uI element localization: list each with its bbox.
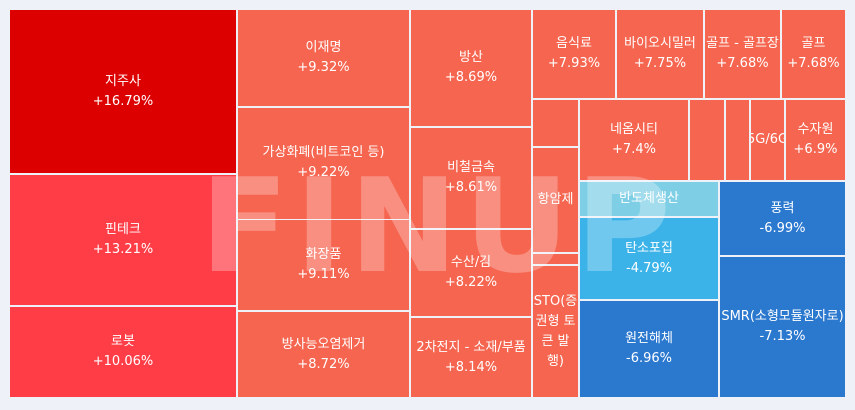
treemap-tile[interactable]: 비철금속 +8.61%: [411, 128, 531, 228]
tile-name: 로봇: [111, 334, 135, 349]
tile-value: +13.21%: [92, 242, 154, 257]
tile-value: -6.99%: [759, 220, 806, 236]
tile-name: 골프 - 골프장: [706, 36, 779, 51]
tile-name: 원전해체: [625, 331, 673, 346]
treemap-tile[interactable]: 지주사 +16.79%: [10, 10, 236, 173]
tile-name: 2차전지 - 소재/부품: [416, 339, 526, 355]
tile-value: +8.14%: [444, 359, 498, 375]
tile-value: +16.79%: [92, 93, 154, 109]
tile-value: +7.68%: [787, 56, 840, 71]
tile-name: 탄소포집: [625, 240, 673, 256]
tile-name: 수자원: [797, 122, 834, 137]
tile-name: 핀테크: [105, 222, 141, 237]
tile-name: 풍력: [770, 200, 795, 216]
treemap-tile[interactable]: 원전해체 -6.96%: [580, 301, 718, 397]
tile-name: 항암제: [537, 192, 574, 207]
tile-value: +8.69%: [444, 70, 498, 85]
tile-value: +7.68%: [716, 56, 769, 71]
tile-value: +8.22%: [444, 275, 498, 290]
treemap-tile[interactable]: STO(증권형 토큰 발행): [533, 266, 578, 397]
tile-value: +9.22%: [297, 165, 350, 180]
treemap-tile[interactable]: 방산 +8.69%: [411, 10, 531, 126]
tile-name: 네옴시티: [610, 122, 658, 137]
tile-name: 방사능오염제거: [281, 336, 366, 352]
treemap-tile[interactable]: 골프 +7.68%: [782, 10, 845, 98]
tile-name: 바이오시밀러: [624, 36, 696, 51]
treemap-tile[interactable]: 로봇 +10.06%: [10, 307, 236, 397]
tile-name: 5G/6G: [751, 132, 784, 147]
treemap-tile-filler: [726, 100, 749, 180]
tile-value: +7.4%: [612, 142, 656, 157]
treemap-tile[interactable]: 2차전지 - 소재/부품 +8.14%: [411, 318, 531, 397]
tile-value: +6.9%: [793, 142, 838, 157]
tile-value: +9.11%: [297, 267, 350, 282]
tile-name: 지주사: [105, 73, 141, 89]
treemap-tile[interactable]: 네옴시티 +7.4%: [580, 100, 688, 180]
treemap-tile[interactable]: 골프 - 골프장 +7.68%: [705, 10, 780, 98]
treemap-tile[interactable]: 가상화폐(비트코인 등) +9.22%: [238, 108, 409, 218]
tile-name: 수산/김: [450, 255, 492, 270]
tile-name: 음식료: [556, 36, 592, 51]
treemap-tile[interactable]: 핀테크 +13.21%: [10, 175, 236, 305]
tile-name: 반도체생산: [619, 191, 679, 206]
tile-name: 이재명: [305, 40, 342, 55]
tile-value: +7.75%: [633, 56, 687, 71]
treemap-tile[interactable]: 항암제: [533, 148, 578, 252]
treemap-tile[interactable]: 화장품 +9.11%: [238, 220, 409, 310]
treemap-tile[interactable]: 음식료 +7.93%: [533, 10, 615, 98]
tile-value: +10.06%: [92, 354, 154, 369]
tile-value: +9.32%: [297, 60, 350, 75]
tile-name: SMR(소형모듈원자로): [721, 309, 844, 324]
treemap-tile[interactable]: 반도체생산: [580, 182, 718, 216]
treemap-tile[interactable]: 이재명 +9.32%: [238, 10, 409, 106]
tile-value: +7.93%: [547, 56, 601, 71]
tile-value: +8.72%: [297, 356, 350, 372]
treemap-tile-filler: [690, 100, 724, 180]
tile-name: 비철금속: [447, 160, 495, 175]
treemap-tile[interactable]: 탄소포집 -4.79%: [580, 218, 718, 299]
tile-name: 방산: [459, 50, 483, 65]
treemap-tile[interactable]: 바이오시밀러 +7.75%: [617, 10, 703, 98]
tile-value: +8.61%: [444, 180, 498, 195]
tile-name: 화장품: [305, 247, 342, 262]
tile-value: -7.13%: [759, 329, 806, 344]
treemap-tile[interactable]: SMR(소형모듈원자로) -7.13%: [720, 257, 845, 397]
tile-name: 골프: [801, 36, 826, 51]
treemap-tile[interactable]: 수자원 +6.9%: [786, 100, 845, 180]
treemap-tile[interactable]: 수산/김 +8.22%: [411, 230, 531, 316]
tile-value: -4.79%: [626, 260, 672, 276]
treemap-tile-filler: [533, 254, 578, 264]
tile-value: -6.96%: [626, 351, 672, 366]
treemap-tile[interactable]: 5G/6G: [751, 100, 784, 180]
treemap-tile-filler: [238, 217, 409, 219]
treemap-tile-filler: [533, 100, 578, 146]
treemap-tile[interactable]: 풍력 -6.99%: [720, 182, 845, 255]
tile-name: STO(증권형 토큰 발행): [533, 293, 578, 369]
treemap-tile[interactable]: 방사능오염제거 +8.72%: [238, 312, 409, 397]
tile-name: 가상화폐(비트코인 등): [262, 145, 385, 160]
